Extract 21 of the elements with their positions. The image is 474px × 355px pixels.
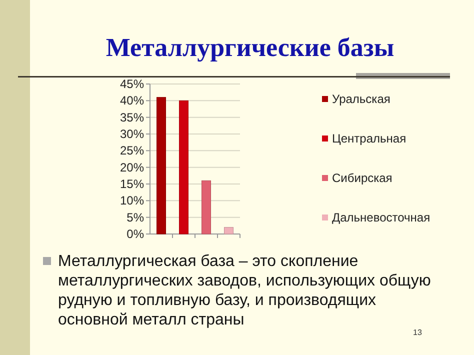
bar [179, 100, 188, 234]
y-tick-label: 5% [126, 210, 144, 224]
y-tick-label: 15% [120, 177, 144, 191]
text: Металлургическая база – это скопление металлургических заводов, использующих общую рудную и топливную базу, и производящих основной металл страны [58, 253, 431, 328]
legend-label: Центральная [332, 132, 406, 146]
y-tick-label: 0% [126, 227, 144, 241]
y-tick-label: 40% [120, 94, 144, 108]
y-tick-label: 45% [120, 77, 144, 91]
y-tick-label: 25% [120, 144, 144, 158]
chart-title: Металлургические базы [106, 33, 394, 62]
y-tick-label: 10% [120, 194, 144, 208]
legend-label: Уральская [332, 92, 390, 106]
bar [224, 227, 234, 234]
text: 13 [413, 328, 422, 337]
legend-label: Сибирская [332, 171, 392, 185]
y-tick-label: 30% [120, 127, 144, 141]
y-tick-label: 20% [120, 160, 144, 174]
bar [156, 97, 166, 234]
legend-label: Дальневосточная [332, 210, 430, 224]
y-tick-label: 35% [120, 110, 144, 124]
bar [202, 180, 211, 234]
